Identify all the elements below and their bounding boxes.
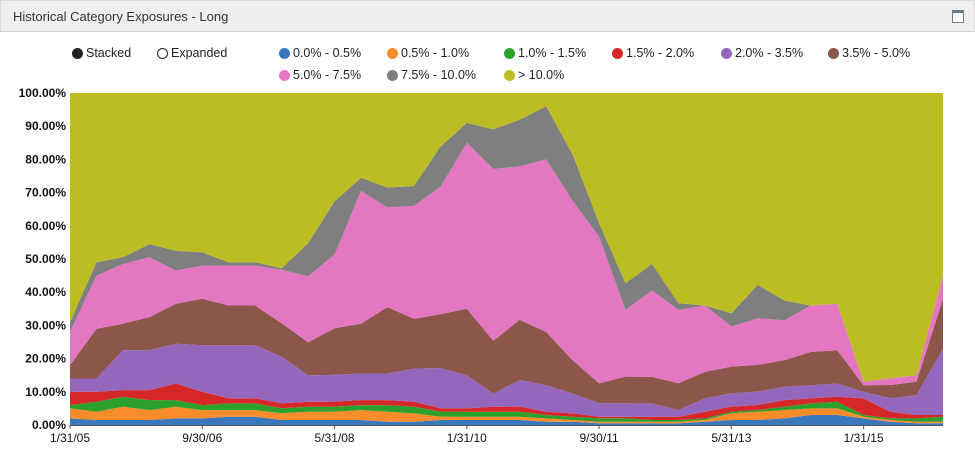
legend-label: 0.5% - 1.0% (401, 46, 470, 60)
y-tick-label: 90.00% (25, 119, 66, 133)
legend-swatch-icon (387, 69, 398, 81)
y-tick-label: 10.00% (25, 385, 66, 399)
legend-item-series-8[interactable]: > 10.0% (504, 68, 564, 82)
area-series-1[interactable] (70, 406, 943, 424)
x-tick-label: 5/31/08 (315, 431, 355, 445)
y-tick-label: 20.00% (25, 352, 66, 366)
legend-label: 3.5% - 5.0% (842, 46, 911, 60)
legend-item-series-2[interactable]: 1.0% - 1.5% (504, 46, 586, 60)
legend-item-series-1[interactable]: 0.5% - 1.0% (387, 46, 469, 60)
legend-item-series-5[interactable]: 3.5% - 5.0% (828, 46, 910, 60)
y-tick-label: 80.00% (25, 152, 66, 166)
x-tick-label: 5/31/13 (711, 431, 751, 445)
mode-stacked-label: Stacked (86, 46, 132, 60)
area-series-4[interactable] (70, 343, 943, 417)
area-series-8[interactable] (70, 93, 943, 382)
mode-stacked-radio[interactable]: Stacked (72, 46, 131, 60)
legend-swatch-icon (828, 47, 839, 59)
area-series-6[interactable] (70, 142, 943, 386)
y-tick-label: 100.00% (19, 86, 67, 100)
y-tick-label: 0.00% (32, 418, 66, 432)
x-tick-label: 1/31/10 (447, 431, 487, 445)
legend-swatch-icon (387, 47, 398, 59)
x-tick-label: 1/31/15 (844, 431, 884, 445)
chart-axes: 0.00% 10.00% 20.00% 30.00% 40.00% 50.00% 60.00… (19, 86, 943, 445)
x-tick-label: 9/30/06 (182, 431, 222, 445)
legend-item-series-4[interactable]: 2.0% - 3.5% (721, 46, 803, 60)
x-tick-label: 9/30/11 (580, 431, 619, 445)
area-series-3[interactable] (70, 383, 943, 421)
area-series-7[interactable] (70, 106, 943, 382)
legend-swatch-icon (721, 47, 732, 59)
legend-item-series-6[interactable]: 5.0% - 7.5% (279, 68, 361, 82)
legend-swatch-icon (279, 47, 290, 59)
legend-label: 0.0% - 0.5% (293, 46, 362, 60)
area-series-2[interactable] (70, 396, 943, 422)
radio-selected-icon (72, 47, 83, 59)
y-tick-label: 30.00% (25, 318, 66, 332)
legend-label: 5.0% - 7.5% (293, 68, 362, 82)
area-series-group (70, 93, 943, 425)
legend-label: 1.5% - 2.0% (626, 46, 695, 60)
y-tick-label: 70.00% (25, 186, 66, 200)
area-series-5[interactable] (70, 298, 943, 410)
legend-label: 1.0% - 1.5% (518, 46, 587, 60)
legend-item-series-3[interactable]: 1.5% - 2.0% (612, 46, 694, 60)
legend-item-series-7[interactable]: 7.5% - 10.0% (387, 68, 476, 82)
mode-expanded-radio[interactable]: Expanded (157, 46, 227, 60)
y-tick-label: 50.00% (25, 252, 66, 266)
chart-legend: Stacked Expanded 0.0% - 0.5% 0.5% - 1.0%… (0, 0, 975, 90)
legend-swatch-icon (504, 69, 515, 81)
radio-unselected-icon (157, 47, 168, 59)
legend-swatch-icon (279, 69, 290, 81)
y-tick-label: 60.00% (25, 219, 66, 233)
legend-swatch-icon (504, 47, 515, 59)
y-tick-label: 40.00% (25, 285, 66, 299)
panel-header: Historical Category Exposures - Long (0, 0, 975, 32)
legend-swatch-icon (612, 47, 623, 59)
legend-label: 2.0% - 3.5% (735, 46, 804, 60)
legend-label: 7.5% - 10.0% (401, 68, 477, 82)
legend-item-series-0[interactable]: 0.0% - 0.5% (279, 46, 361, 60)
mode-expanded-label: Expanded (171, 46, 228, 60)
legend-label: > 10.0% (518, 68, 565, 82)
x-tick-label: 1/31/05 (50, 431, 90, 445)
window-maximize-icon[interactable] (952, 10, 964, 23)
panel-title: Historical Category Exposures - Long (13, 9, 229, 24)
